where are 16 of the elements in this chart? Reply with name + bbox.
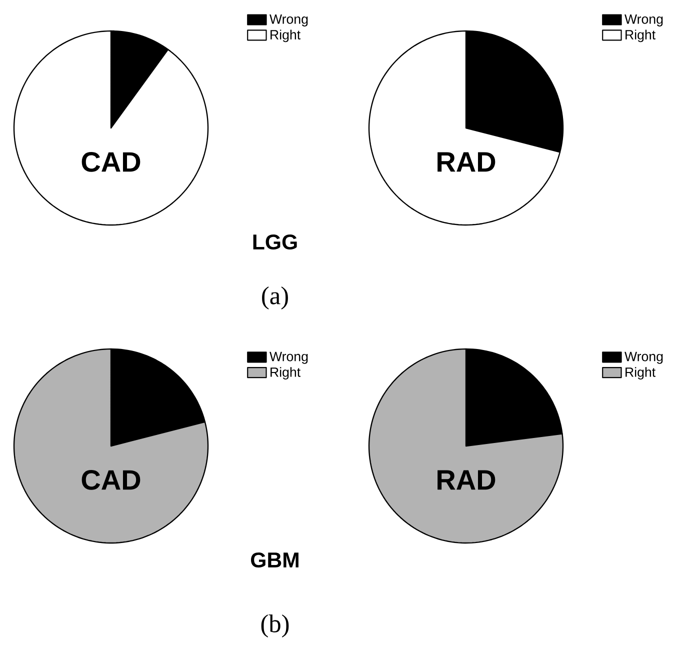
legend-label: Wrong <box>624 14 663 26</box>
text: CAD <box>82 152 140 172</box>
legend-label: Right <box>270 30 300 42</box>
legend-label: Right <box>270 367 300 380</box>
text: CAD <box>82 470 140 490</box>
legend-label: Wrong <box>270 14 308 26</box>
legend-label: Right <box>626 30 656 42</box>
text: GBM <box>250 552 298 568</box>
legend-label: Wrong <box>624 352 663 364</box>
text: (a) <box>262 286 288 310</box>
text: LGG <box>253 234 297 250</box>
text: RAD <box>438 152 496 172</box>
legend-label: Wrong <box>270 352 308 364</box>
legend-label: Right <box>626 367 656 380</box>
text: (b) <box>261 614 289 638</box>
text: RAD <box>438 470 496 490</box>
